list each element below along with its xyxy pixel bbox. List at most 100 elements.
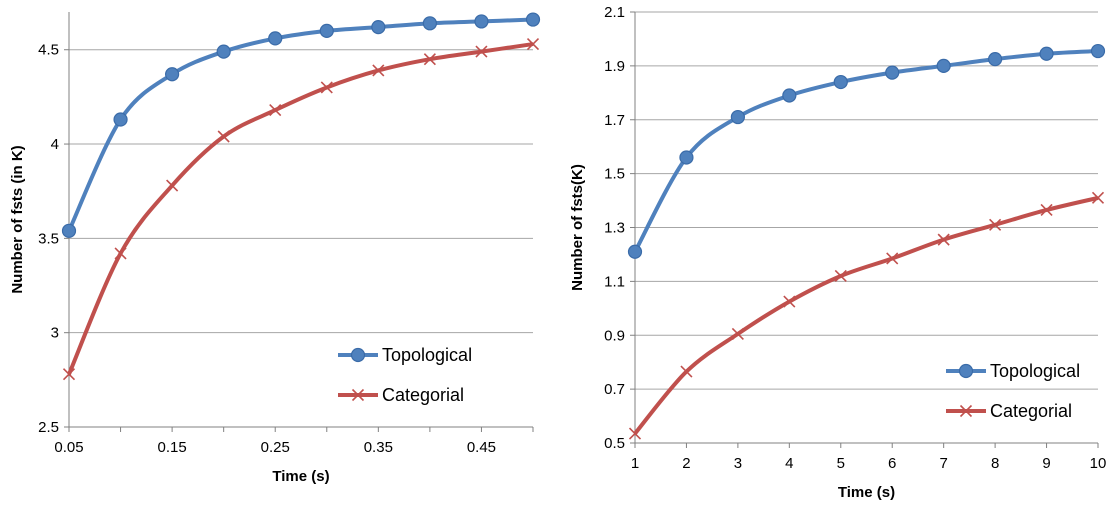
legend-item-categorial: Categorial — [946, 401, 1072, 421]
y-tick-label: 3 — [51, 325, 59, 342]
data-point — [988, 52, 1003, 67]
data-point — [627, 244, 643, 259]
data-point — [1091, 191, 1105, 204]
data-point — [1039, 46, 1054, 61]
series-categorial — [628, 191, 1105, 440]
marker-stroke — [351, 388, 365, 402]
y-tick-label: 0.5 — [604, 435, 625, 452]
x-tick-label: 5 — [837, 455, 845, 472]
data-point — [423, 53, 436, 66]
data-point — [268, 31, 283, 46]
y-tick-label: 4.5 — [38, 42, 59, 59]
data-point — [731, 327, 744, 340]
data-point — [1090, 43, 1106, 59]
marker-stroke — [166, 179, 179, 192]
data-point — [730, 109, 745, 125]
data-point — [937, 233, 950, 246]
data-point — [783, 295, 796, 308]
x-tick-label: 0.45 — [467, 439, 496, 456]
gridlines — [635, 11, 1098, 390]
y-axis-title: Number of fsts(K) — [569, 164, 586, 291]
legend-marker — [958, 363, 974, 379]
data-point — [61, 223, 77, 238]
series-line — [67, 17, 534, 232]
data-point — [628, 427, 642, 440]
data-point — [269, 104, 282, 117]
data-point — [113, 112, 128, 127]
marker-stroke — [423, 53, 436, 66]
data-point — [989, 218, 1002, 231]
data-point — [782, 88, 797, 103]
y-axis-title: Number of fsts (in K) — [9, 145, 26, 293]
y-tick-label: 2.1 — [604, 4, 625, 21]
y-tick-label: 4 — [51, 136, 59, 153]
legend-item-topological: Topological — [338, 345, 472, 365]
marker-stroke — [1040, 203, 1053, 217]
legend-marker — [959, 404, 973, 418]
x-tick-label: 0.25 — [261, 439, 290, 456]
data-point — [1040, 203, 1053, 217]
data-point — [62, 368, 76, 381]
x-axis-title: Time (s) — [272, 468, 329, 485]
x-tick-label: 0.35 — [364, 439, 393, 456]
x-tick-label: 7 — [939, 455, 947, 472]
marker-stroke — [989, 218, 1002, 231]
series-topological — [627, 43, 1106, 259]
data-point — [679, 150, 694, 165]
marker-stroke — [937, 233, 950, 246]
data-point — [320, 81, 333, 94]
y-tick-label: 1.1 — [604, 273, 625, 290]
data-point — [833, 74, 848, 90]
data-point — [680, 365, 693, 378]
x-tick-label: 4 — [785, 455, 793, 472]
chart-left: 2.5 3 3.5 4 4.5 0.05 0.15 0.25 0.35 0.45 Time (s) N… — [9, 12, 541, 485]
x-tick-label: 0.05 — [54, 439, 83, 456]
marker-stroke — [959, 404, 973, 418]
series-categorial — [62, 38, 540, 381]
y-tick-label: 2.5 — [38, 419, 59, 436]
marker-stroke — [320, 81, 333, 94]
data-point — [886, 252, 899, 265]
data-point — [217, 130, 230, 143]
y-tick-label: 1.3 — [604, 220, 625, 237]
marker-stroke — [1091, 191, 1105, 204]
legend-label: Categorial — [382, 385, 464, 405]
x-tick-label: 0.15 — [158, 439, 187, 456]
x-tick-label: 1 — [631, 455, 639, 472]
chart-right: 0.5 0.7 0.9 1.1 1.3 1.5 1.7 1.9 2.1 1 2 3 4 5 6 7 8 9 10 Ti… — [569, 4, 1107, 501]
legend-marker — [350, 347, 366, 363]
y-tick-label: 1.7 — [604, 112, 625, 129]
data-point — [114, 247, 127, 260]
marker-stroke — [372, 64, 385, 77]
x-axis-title: Time (s) — [838, 484, 895, 501]
marker-stroke — [628, 427, 642, 440]
data-point — [834, 269, 847, 283]
data-point — [372, 64, 385, 77]
data-point — [526, 38, 540, 51]
marker-stroke — [886, 252, 899, 265]
legend-label: Topological — [382, 345, 472, 365]
data-point — [165, 67, 180, 82]
y-tick-label: 0.9 — [604, 327, 625, 344]
series-line — [633, 49, 1099, 253]
marker-stroke — [834, 269, 847, 283]
marker-stroke — [783, 295, 796, 308]
gridlines — [69, 49, 533, 334]
marker-stroke — [269, 104, 282, 117]
data-point — [422, 16, 437, 31]
legend-item-topological: Topological — [946, 361, 1080, 381]
legend-label: Topological — [990, 361, 1080, 381]
x-tick-label: 3 — [734, 455, 742, 472]
data-point — [319, 23, 334, 38]
x-tick-label: 2 — [682, 455, 690, 472]
y-tick-label: 0.7 — [604, 381, 625, 398]
data-point — [371, 19, 386, 35]
y-tick-label: 3.5 — [38, 230, 59, 247]
data-point — [474, 14, 489, 29]
x-tick-label: 10 — [1090, 455, 1107, 472]
marker-stroke — [731, 327, 744, 340]
legend-label: Categorial — [990, 401, 1072, 421]
legend-item-categorial: Categorial — [338, 385, 464, 405]
legend-marker — [351, 388, 365, 402]
